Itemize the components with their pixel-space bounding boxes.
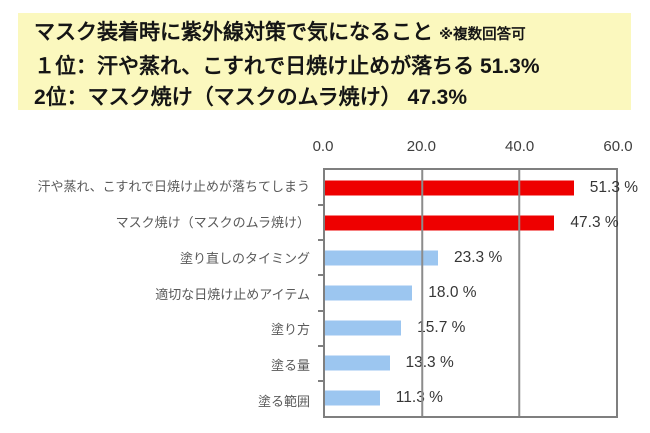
rank1-line: １位：汗や蒸れ、こすれで日焼け止めが落ちる 51.3% (34, 55, 540, 78)
category-label: マスク焼け（マスクのムラ焼け） (115, 215, 310, 231)
bar (325, 355, 390, 371)
survey-title-line: マスク装着時に紫外線対策で気になること ※複数回答可 (34, 17, 617, 51)
y-axis-tick (318, 379, 324, 382)
value-label: 11.3 % (395, 389, 443, 407)
x-axis-tick-label: 40.0 (505, 138, 535, 155)
bar-rows: 51.3 % 47.3 % 23.3 % 18.0 % 15.7 % 13.3 % 11.3… (325, 170, 638, 416)
category-label: 塗り方 (270, 322, 310, 338)
x-axis-tick-labels: 0.0 20.0 40.0 60.0 (313, 137, 633, 157)
category-label: 汗や蒸れ、こすれで日焼け止めが落ちてしまう (37, 179, 310, 195)
x-axis-tick-label: 0.0 (312, 138, 334, 155)
value-label: 51.3 % (589, 178, 639, 196)
category-labels: 汗や蒸れ、こすれで日焼け止めが落ちてしまうマスク焼け（マスクのムラ焼け） 塗り直し… (0, 168, 316, 418)
bar (325, 285, 413, 301)
bar (325, 390, 380, 406)
value-label: 47.3 % (570, 213, 619, 231)
y-axis-tick (318, 274, 324, 277)
survey-title: マスク装着時に紫外線対策で気になること (34, 21, 433, 44)
gridline (421, 170, 423, 416)
value-label: 18.0 % (428, 283, 477, 301)
category-label: 塗り直しのタイミング (179, 250, 310, 266)
bar-row: 11.3 % (325, 381, 616, 416)
y-axis-tick (318, 239, 324, 242)
gridline (518, 170, 520, 416)
bar (325, 215, 555, 231)
category-label: 塗る範囲 (257, 393, 310, 409)
value-label: 13.3 % (405, 354, 454, 372)
bar-row: 23.3 % (325, 240, 616, 275)
bar (325, 180, 574, 196)
rank2-line: 2位：マスク焼け（マスクのムラ焼け） 47.3% (34, 86, 468, 109)
y-axis-tick (318, 344, 324, 347)
survey-note: ※複数回答可 (439, 27, 526, 43)
bar-row: 13.3 % (325, 346, 616, 381)
category-label: 適切な日焼け止めアイテム (155, 286, 310, 302)
bar-row: 15.7 % (325, 311, 616, 346)
x-axis-tick-label: 20.0 (406, 138, 436, 155)
survey-title-box: マスク装着時に紫外線対策で気になること ※複数回答可 １位：汗や蒸れ、こすれで日焼… (18, 13, 631, 110)
bar-row: 18.0 % (325, 275, 616, 310)
category-label: 塗る量 (270, 357, 310, 373)
x-axis-tick-label: 60.0 (603, 138, 633, 155)
y-axis-tick (318, 204, 324, 207)
value-label: 15.7 % (417, 319, 466, 337)
value-label: 23.3 % (454, 248, 503, 266)
bar-row: 47.3 % (325, 205, 619, 240)
y-axis-tick (318, 309, 324, 312)
bar-row: 51.3 % (325, 170, 638, 205)
bar (325, 320, 402, 336)
bar (325, 250, 438, 266)
chart-plot-area: 51.3 % 47.3 % 23.3 % 18.0 % 15.7 % 13.3 % 11.3… (318, 168, 638, 418)
